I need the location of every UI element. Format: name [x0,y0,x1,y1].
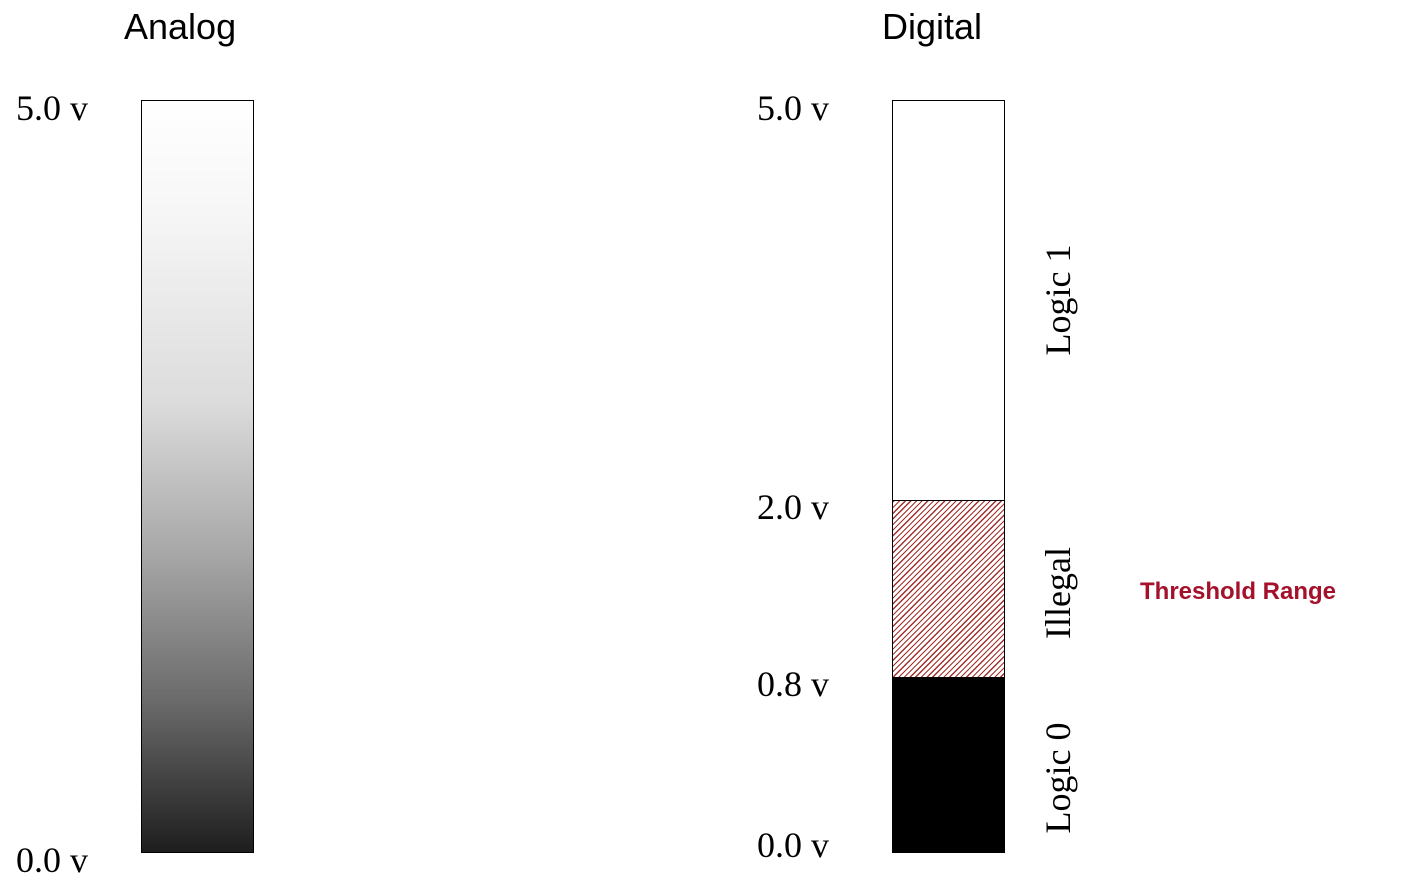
digital-5v-label: 5.0 v [757,88,829,128]
analog-title: Analog [124,6,237,47]
threshold-range-label: Threshold Range [1140,578,1337,605]
digital-level-bar [892,100,1005,853]
logic0-label: Logic 0 [1038,722,1078,834]
logic1-region [893,101,1004,501]
analog-top-voltage-label: 5.0 v [16,88,88,128]
illegal-region-hatched [893,501,1004,677]
digital-08v-label: 0.8 v [757,664,829,704]
digital-2v-label: 2.0 v [757,487,829,527]
analog-gradient-bar [141,100,254,853]
logic1-label: Logic 1 [1038,244,1078,356]
illegal-label: Illegal [1038,547,1078,639]
digital-title: Digital [882,6,983,47]
digital-0v-label: 0.0 v [757,825,829,865]
analog-bottom-voltage-label: 0.0 v [16,840,88,880]
logic0-region [893,677,1004,852]
